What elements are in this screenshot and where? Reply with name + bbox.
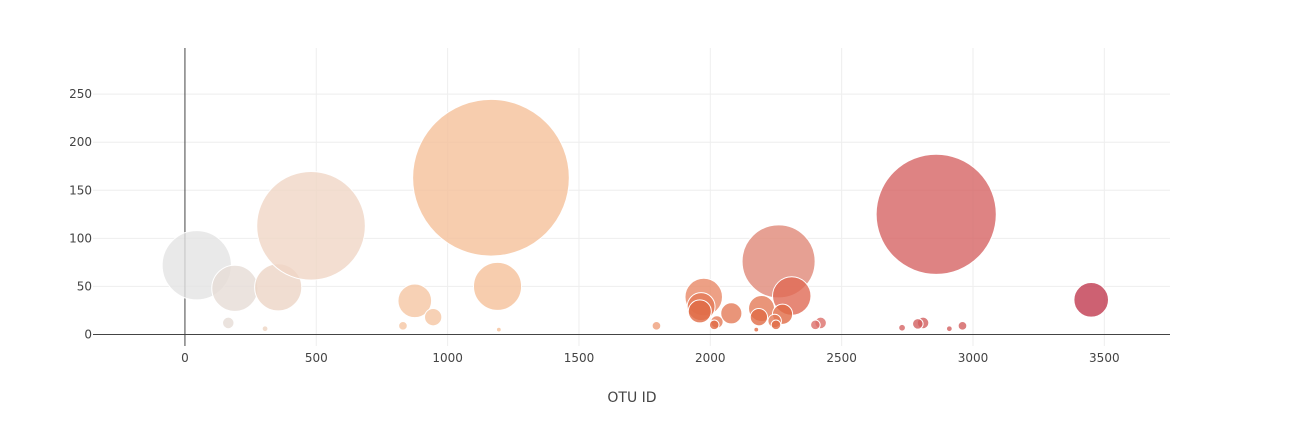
x-tick-label: 1500 xyxy=(564,351,595,365)
bubble-point xyxy=(898,323,906,332)
bubble-point xyxy=(770,319,782,331)
y-tick-label: 0 xyxy=(84,327,92,341)
bubble-series xyxy=(161,98,1109,333)
bubble-point xyxy=(1073,282,1109,318)
bubble-point xyxy=(412,98,570,257)
bubble-point xyxy=(875,153,997,275)
y-tick-label: 200 xyxy=(69,135,92,149)
bubble-point xyxy=(495,326,502,333)
bubble-point xyxy=(753,326,760,333)
grid-lines xyxy=(93,48,1170,346)
bubble-point xyxy=(651,320,662,331)
y-tick-label: 250 xyxy=(69,87,92,101)
bubble-point xyxy=(945,325,953,333)
x-tick-label: 1000 xyxy=(432,351,463,365)
zero-lines xyxy=(93,48,1170,346)
bubble-point xyxy=(912,318,924,330)
bubble-point xyxy=(720,302,743,325)
x-tick-label: 500 xyxy=(305,351,328,365)
x-axis-ticks: 0 500 1000 1500 2000 2500 3000 3500 xyxy=(181,351,1119,365)
x-axis-title: OTU ID xyxy=(607,390,656,406)
bubble-point xyxy=(749,308,769,327)
bubble-point xyxy=(708,319,720,331)
y-tick-label: 50 xyxy=(77,279,92,293)
bubble-point xyxy=(424,308,443,327)
x-tick-label: 3500 xyxy=(1089,351,1120,365)
bubble-point xyxy=(222,316,235,330)
y-tick-label: 100 xyxy=(69,231,92,245)
bubble-point xyxy=(472,261,523,311)
y-tick-label: 150 xyxy=(69,183,92,197)
bubble-point xyxy=(397,283,433,319)
bubble-point xyxy=(256,171,366,281)
x-tick-label: 2000 xyxy=(695,351,726,365)
bubble-point xyxy=(211,264,259,312)
bubble-point xyxy=(261,325,269,333)
bubble-point xyxy=(957,320,968,331)
bubble-point xyxy=(810,319,821,331)
x-tick-label: 2500 xyxy=(826,351,857,365)
bubble-point xyxy=(398,320,408,331)
bubble-point xyxy=(687,299,712,324)
x-tick-label: 0 xyxy=(181,351,189,365)
y-axis-ticks: 0 50 100 150 200 250 xyxy=(69,87,92,341)
x-tick-label: 3000 xyxy=(958,351,989,365)
